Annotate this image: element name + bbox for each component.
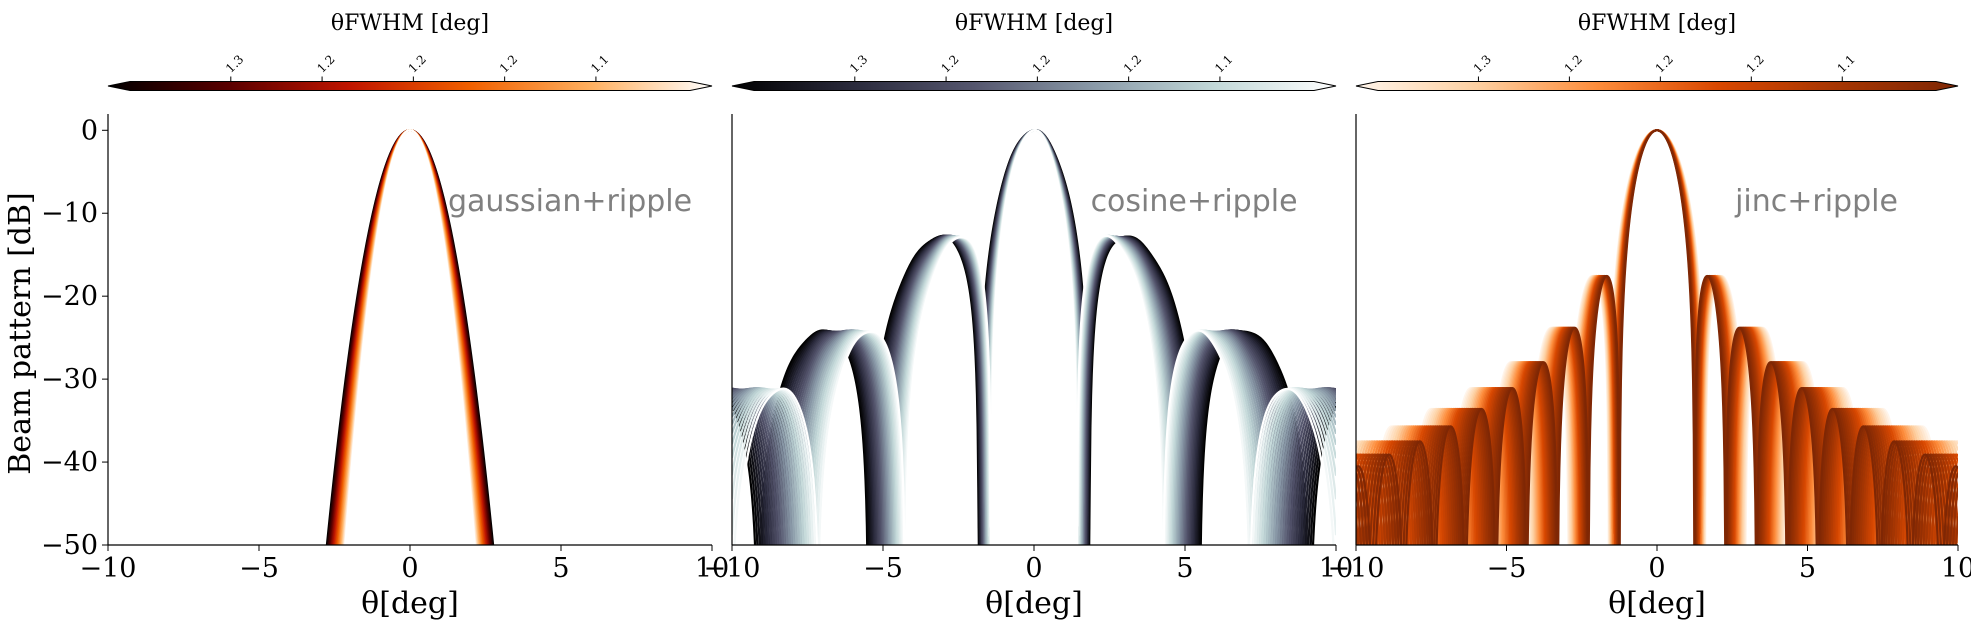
model-annotation: cosine+ripple [1091, 184, 1298, 219]
colorbar [731, 81, 1337, 91]
x-tick-label: 0 [1025, 553, 1042, 584]
x-tick-label: −5 [239, 553, 279, 584]
x-axis-label: θ[deg] [985, 586, 1083, 621]
y-tick-label: −10 [41, 198, 98, 229]
model-annotation: gaussian+ripple [448, 184, 692, 219]
x-tick-label: 10 [1941, 553, 1971, 584]
y-tick-label: −20 [41, 281, 98, 312]
curve-group [1356, 129, 1958, 545]
x-axis-label: θ[deg] [1608, 586, 1706, 621]
colorbar-tick-label: 1.2 [314, 52, 337, 75]
colorbar [1355, 81, 1959, 91]
colorbar-tick-label: 1.1 [1212, 52, 1235, 75]
y-axis-label: Beam pattern [dB] [3, 192, 38, 474]
chart-panel-cosine: θFWHM [deg] 1.3 1.2 1.2 1.2 1.1 −10 −5 0 5 10 θ[deg… [704, 11, 1354, 621]
curve-group [732, 129, 1336, 545]
x-tick-label: 0 [401, 553, 418, 584]
colorbar-tick-label: 1.3 [847, 52, 870, 75]
beam-curve [1356, 129, 1958, 545]
x-tick-label: −5 [863, 553, 903, 584]
colorbar-tick-label: 1.3 [223, 52, 246, 75]
colorbar-tick-label: 1.2 [1121, 52, 1144, 75]
x-tick-label: 0 [1648, 553, 1665, 584]
x-tick-label: −10 [80, 553, 137, 584]
colorbar-tick-label: 1.2 [938, 52, 961, 75]
colorbar-tick-label: 1.2 [1744, 52, 1767, 75]
chart-panel-gaussian: θFWHM [deg]1.3 1.2 1.2 1.2 1.1−10 −5 0 5 100−10−… [3, 11, 729, 621]
colorbar-tick-label: 1.2 [497, 52, 520, 75]
x-tick-label: 5 [1176, 553, 1193, 584]
colorbar [107, 81, 713, 91]
chart-panel-jinc: θFWHM [deg] 1.3 1.2 1.2 1.2 1.1 −10 −5 0 5 10 θ[deg… [1328, 11, 1971, 621]
x-axis-label: θ[deg] [361, 586, 459, 621]
y-tick-label: 0 [81, 115, 98, 146]
colorbar-title: θFWHM [deg] [331, 11, 489, 36]
colorbar-tick-label: 1.2 [1562, 52, 1585, 75]
beam-curve [736, 129, 1332, 545]
y-tick-label: −30 [41, 364, 98, 395]
y-tick-label: −50 [41, 530, 98, 561]
x-tick-label: −5 [1487, 553, 1527, 584]
colorbar-title: θFWHM [deg] [955, 11, 1113, 36]
colorbar-tick-label: 1.2 [406, 52, 429, 75]
x-tick-label: 10 [1319, 553, 1353, 584]
y-tick-label: −40 [41, 447, 98, 478]
colorbar-title: θFWHM [deg] [1578, 11, 1736, 36]
colorbar-tick-label: 1.2 [1030, 52, 1053, 75]
curve-group [325, 129, 495, 545]
colorbar-tick-label: 1.1 [1834, 52, 1857, 75]
x-tick-label: 10 [695, 553, 729, 584]
x-tick-label: 5 [552, 553, 569, 584]
colorbar-tick-label: 1.3 [1471, 52, 1494, 75]
colorbar-tick-label: 1.2 [1653, 52, 1676, 75]
x-tick-label: 5 [1799, 553, 1816, 584]
colorbar-tick-label: 1.1 [588, 52, 611, 75]
beam-curve [344, 129, 476, 545]
x-tick-label: −10 [704, 553, 761, 584]
x-tick-label: −10 [1328, 553, 1385, 584]
model-annotation: jinc+ripple [1734, 184, 1898, 219]
